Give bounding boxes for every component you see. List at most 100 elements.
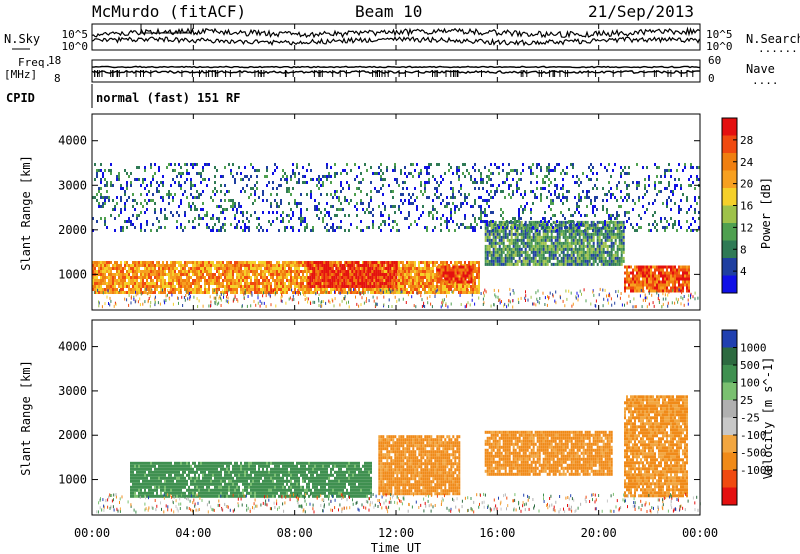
heatmap-cell-power-0 [240,273,242,276]
heatmap-cell-power-5 [432,205,434,208]
heatmap-cell-power-1 [339,276,342,279]
heatmap-cell-power-0 [216,288,218,291]
heatmap-cell-power-5 [224,184,226,187]
heatmap-cell-power-5 [564,217,566,220]
heatmap-cell-power-5 [522,196,524,199]
heatmap-cell-power-0 [152,267,154,270]
heatmap-cell-power-0 [306,264,308,267]
heatmap-cell-power-5 [460,205,462,208]
heatmap-cell-power-0 [468,291,470,294]
heatmap-cell-power-3 [492,232,495,236]
heatmap-cell-power-5 [320,211,322,214]
heatmap-cell-power-5 [478,217,480,220]
heatmap-cell-power-0 [146,279,148,282]
heatmap-cell-power-5 [324,208,326,211]
heatmap-cell-power-4 [672,274,674,278]
heatmap-cell-power-0 [102,273,104,276]
heatmap-cell-power-0 [304,291,306,294]
heatmap-cell-power-0 [194,291,196,294]
heatmap-cell-power-2 [444,274,447,278]
heatmap-cell-power-5 [592,172,594,175]
heatmap-cell-power-1 [345,273,348,276]
heatmap-cell-power-5 [554,214,556,217]
heatmap-cell-power-5 [588,196,590,199]
heatmap-cell-power-5 [580,199,582,202]
heatmap-cell-power-4 [640,286,642,290]
heatmap-cell-power-3 [608,250,611,254]
heatmap-cell-power-3 [528,256,531,260]
heatmap-cell-power-3 [500,229,503,233]
heatmap-cell-power-5 [354,205,356,208]
heatmap-cell-power-5 [192,202,194,205]
heatmap-cell-power-3 [616,220,619,224]
heatmap-cell-power-0 [184,270,186,273]
heatmap-cell-power-0 [282,288,284,291]
heatmap-cell-power-0 [264,285,266,288]
heatmap-cell-power-5 [576,208,578,211]
heatmap-cell-power-0 [408,270,410,273]
heatmap-cell-power-5 [292,226,294,229]
heatmap-cell-power-5 [420,169,422,172]
heatmap-cell-power-0 [130,276,132,279]
heatmap-cell-power-5 [98,202,100,205]
heatmap-cell-power-0 [434,285,436,288]
heatmap-cell-power-1 [359,285,362,288]
heatmap-cell-power-3 [588,262,591,266]
heatmap-cell-power-5 [268,220,270,223]
heatmap-cell-power-5 [500,208,502,211]
heatmap-cell-power-2 [446,280,449,284]
heatmap-cell-power-4 [648,280,650,284]
heatmap-cell-power-2 [462,280,465,284]
heatmap-cell-power-0 [284,261,286,264]
heatmap-cell-power-0 [302,291,304,294]
heatmap-cell-power-5 [578,199,580,202]
heatmap-cell-power-0 [346,291,348,294]
heatmap-cell-power-3 [606,226,609,230]
heatmap-cell-power-0 [128,291,130,294]
heatmap-cell-power-4 [636,280,638,284]
heatmap-cell-power-1 [375,267,378,270]
heatmap-cell-power-3 [576,262,579,266]
heatmap-cell-power-5 [220,211,222,214]
heatmap-cell-power-1 [351,282,354,285]
heatmap-cell-power-5 [546,223,548,226]
heatmap-cell-power-0 [172,288,174,291]
heatmap-cell-power-3 [596,223,599,227]
heatmap-cell-power-5 [500,214,502,217]
heatmap-cell-power-5 [440,175,442,178]
heatmap-cell-power-4 [676,271,678,275]
heatmap-cell-power-0 [152,285,154,288]
heatmap-cell-power-5 [432,214,434,217]
heatmap-cell-power-1 [315,270,318,273]
heatmap-cell-power-1 [389,273,392,276]
heatmap-cell-power-3 [578,229,581,233]
heatmap-cell-power-0 [200,288,202,291]
heatmap-cell-power-5 [420,190,422,193]
heatmap-cell-power-3 [512,232,515,236]
heatmap-cell-power-3 [510,262,513,266]
heatmap-cell-power-3 [546,247,549,251]
heatmap-cell-power-0 [426,279,428,282]
heatmap-cell-power-3 [552,247,555,251]
heatmap-cell-power-0 [220,291,222,294]
heatmap-cell-power-5 [596,172,598,175]
heatmap-cell-power-1 [335,276,338,279]
heatmap-cell-power-1 [327,276,330,279]
heatmap-cell-power-5 [446,223,448,226]
heatmap-cell-power-0 [128,282,130,285]
heatmap-cell-power-5 [552,226,554,229]
heatmap-cell-power-0 [218,261,220,264]
heatmap-cell-power-1 [335,279,338,282]
heatmap-cell-power-0 [94,291,96,294]
heatmap-cell-power-0 [250,282,252,285]
heatmap-cell-power-0 [268,267,270,270]
heatmap-cell-power-2 [446,265,449,269]
heatmap-cell-power-1 [365,261,368,264]
heatmap-cell-power-3 [508,247,511,251]
heatmap-cell-power-3 [534,232,537,236]
heatmap-cell-power-3 [496,256,499,260]
heatmap-cell-power-3 [500,253,503,257]
heatmap-cell-power-5 [128,196,130,199]
heatmap-cell-power-3 [612,226,615,230]
heatmap-cell-power-0 [424,270,426,273]
